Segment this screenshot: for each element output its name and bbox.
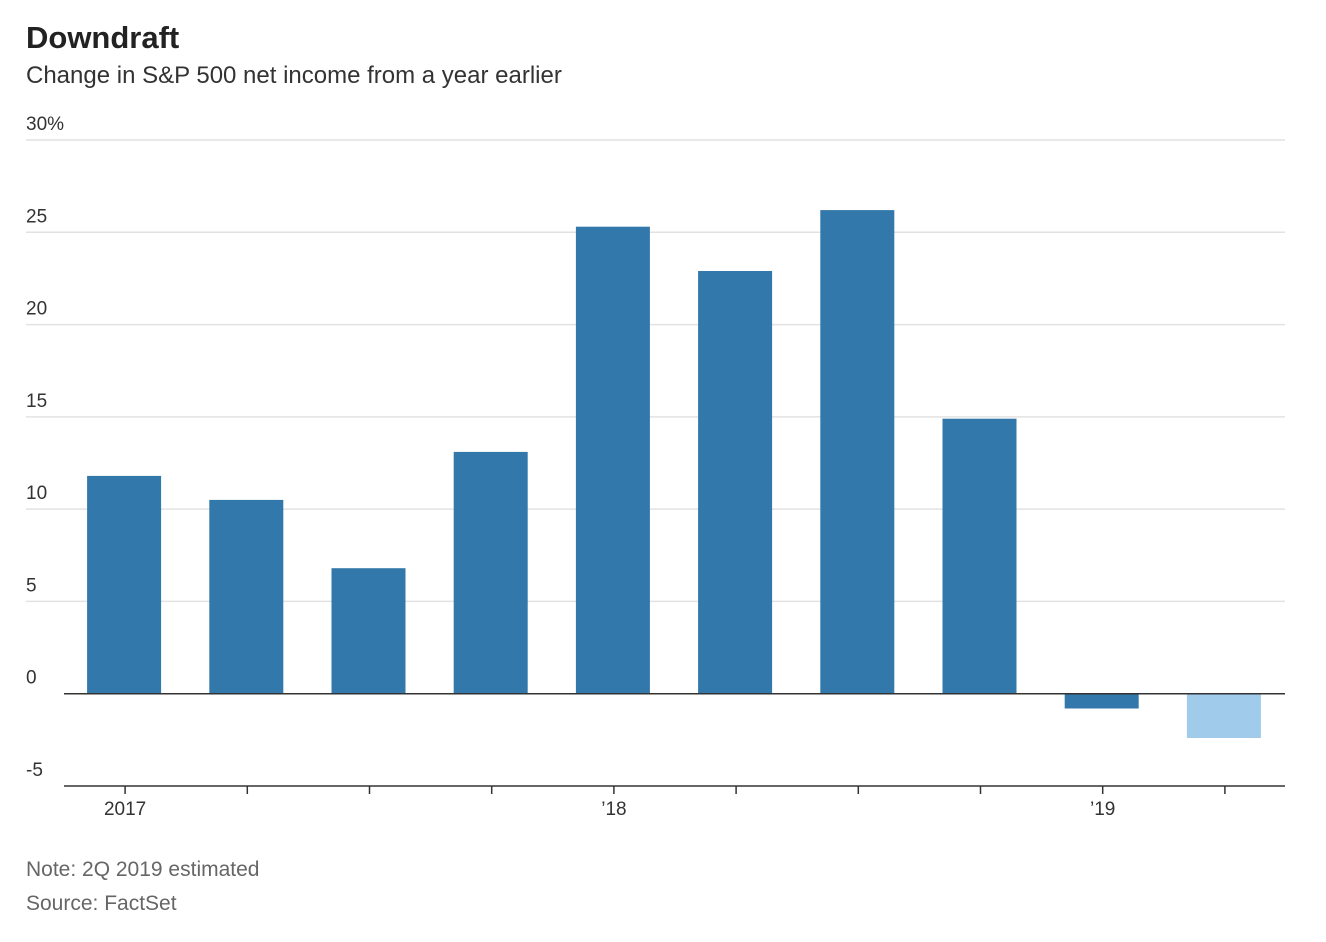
y-tick-label: 0	[26, 668, 37, 689]
x-tick-label: ’19	[1090, 799, 1115, 820]
y-tick-label: 15	[26, 391, 47, 412]
y-tick-label: -5	[26, 760, 43, 781]
bar-4q-2017	[453, 451, 528, 694]
chart-subtitle: Change in S&P 500 net income from a year…	[26, 62, 562, 89]
chart-title: Downdraft	[26, 20, 180, 55]
bar-chart: 30% 25 20 15 10 5 0 -5 2017 ’18 ’19	[26, 114, 1285, 820]
y-tick-label: 25	[26, 206, 47, 227]
y-tick-label: 10	[26, 483, 47, 504]
bar-1q-2019	[1064, 693, 1139, 709]
bar-4q-2018	[942, 418, 1017, 694]
bars	[87, 210, 1261, 738]
axes	[64, 692, 1285, 787]
chart-note: Note: 2Q 2019 estimated	[26, 858, 260, 881]
x-axis-ticks: 2017 ’18 ’19	[104, 786, 1226, 820]
x-tick-label: ’18	[601, 799, 626, 820]
y-axis-tick-labels: 30% 25 20 15 10 5 0 -5	[26, 114, 64, 781]
bar-3q-2018	[820, 210, 895, 694]
bar-3q-2017	[331, 568, 406, 694]
chart-source: Source: FactSet	[26, 892, 177, 915]
x-tick-label: 2017	[104, 799, 146, 820]
bar-1q-2017	[87, 475, 162, 694]
bar-2q-2019	[1186, 693, 1261, 738]
bar-2q-2017	[209, 499, 284, 694]
y-tick-label: 20	[26, 299, 47, 320]
bar-1q-2018	[575, 226, 650, 694]
bar-2q-2018	[698, 271, 773, 694]
y-tick-label: 30%	[26, 114, 64, 135]
y-tick-label: 5	[26, 575, 37, 596]
